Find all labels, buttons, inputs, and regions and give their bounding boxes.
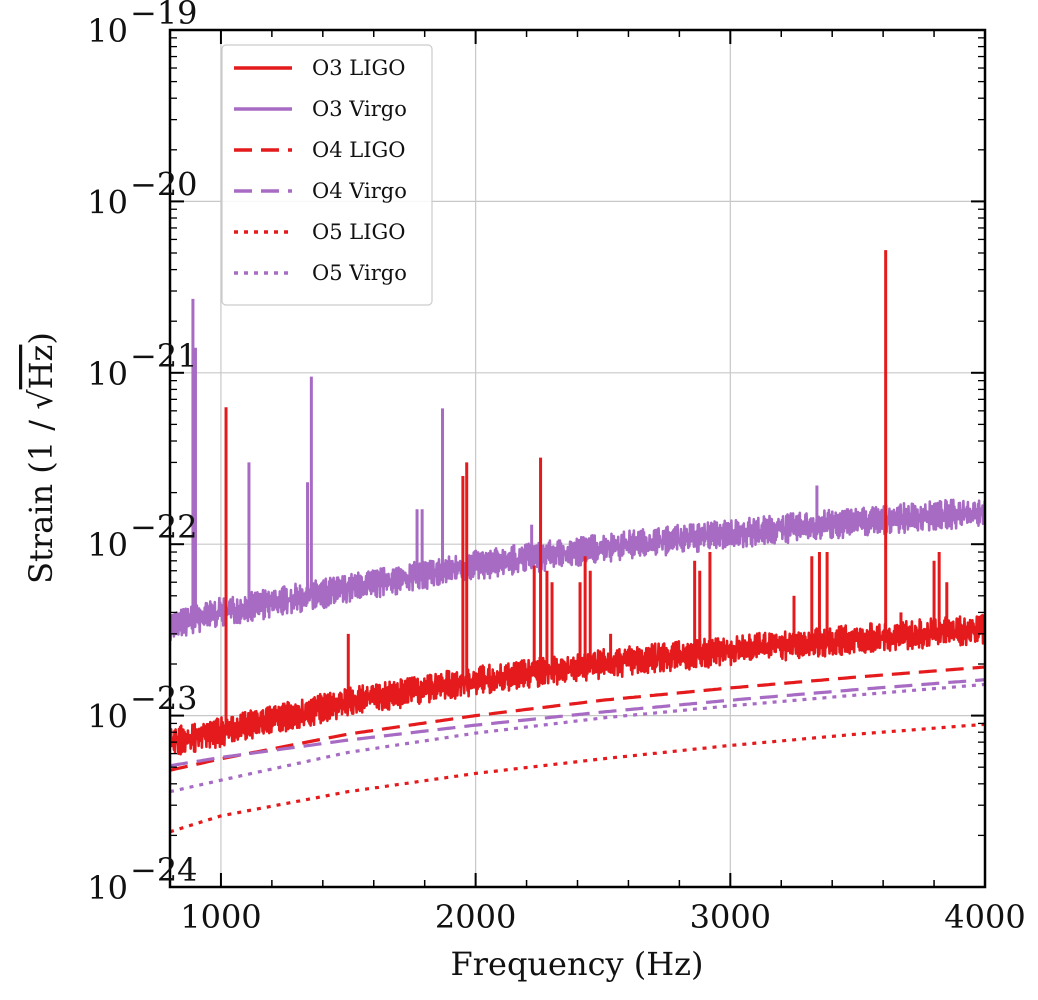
y-tick-base: 10 <box>87 698 128 736</box>
series-layer <box>170 250 985 834</box>
legend-label: O5 LIGO <box>312 220 406 244</box>
y-tick-exponent: −24 <box>130 851 198 889</box>
legend-label: O3 LIGO <box>312 56 406 80</box>
y-axis-title-suffix: ) <box>22 332 60 344</box>
x-tick-label: 1000 <box>180 898 261 936</box>
series-o5-virgo <box>170 682 985 794</box>
legend-label: O3 Virgo <box>312 97 407 121</box>
y-axis-title-radicand: Hz <box>22 345 60 390</box>
plot-frame <box>168 28 987 889</box>
legend: O3 LIGO O3 Virgo O4 LIGO O4 Virgo O5 LIGO O5 … <box>221 44 433 306</box>
y-tick-label: 10 <box>87 12 128 50</box>
y-tick-label: 10 <box>87 355 128 393</box>
series-line <box>170 682 985 794</box>
legend-label: O5 Virgo <box>312 261 407 285</box>
legend-label: O4 LIGO <box>312 138 406 162</box>
y-axis-title: Strain (1 / √Hz) <box>22 332 60 584</box>
y-tick-label: 10 <box>87 526 128 564</box>
series-o3-ligo <box>170 250 985 756</box>
y-axis-title-prefix: Strain (1 / <box>22 410 60 584</box>
sqrt-sign: √ <box>22 389 60 410</box>
x-tick-label: 4000 <box>944 898 1025 936</box>
y-tick-exponent: −23 <box>130 680 198 718</box>
series-line <box>170 678 985 768</box>
y-tick-exponent: −19 <box>130 0 198 32</box>
y-tick-base: 10 <box>87 526 128 564</box>
y-tick-base: 10 <box>87 12 128 50</box>
y-tick-exponent: −20 <box>130 165 198 203</box>
series-o4-virgo <box>170 678 985 768</box>
series-line <box>170 665 985 772</box>
y-tick-label: 10 <box>87 698 128 736</box>
y-tick-label: 10 <box>87 183 128 221</box>
y-tick-base: 10 <box>87 869 128 907</box>
legend-label: O4 Virgo <box>312 179 407 203</box>
x-axis-title: Frequency (Hz) <box>451 945 704 983</box>
y-tick-base: 10 <box>87 183 128 221</box>
series-band <box>170 498 985 642</box>
x-tick-label: 2000 <box>435 898 516 936</box>
y-tick-exponent: −22 <box>130 508 198 546</box>
x-tick-label: 3000 <box>690 898 771 936</box>
y-tick-exponent: −21 <box>130 337 198 375</box>
series-band <box>170 613 985 756</box>
y-tick-base: 10 <box>87 355 128 393</box>
series-o3-virgo <box>170 298 985 642</box>
svg-text:Strain (1 / √Hz): Strain (1 / √Hz) <box>22 332 60 584</box>
series-o4-ligo <box>170 665 985 772</box>
y-tick-label: 10 <box>87 869 128 907</box>
